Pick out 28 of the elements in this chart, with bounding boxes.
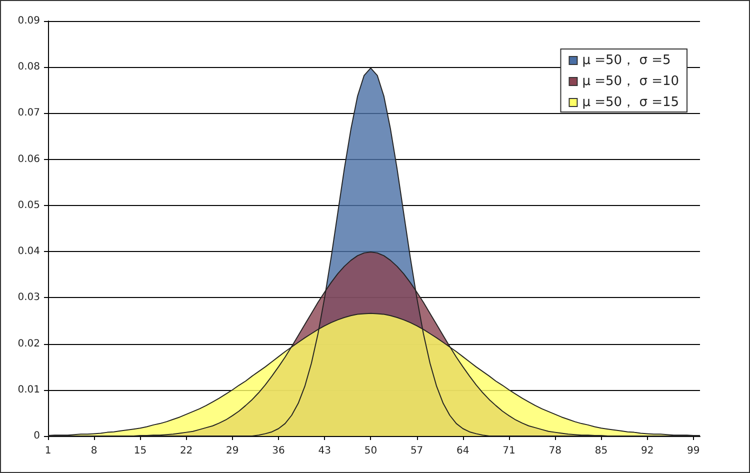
x-tick-label: 15: [134, 446, 147, 456]
x-tick-label: 57: [410, 446, 424, 456]
y-tick-label: 0.03: [18, 292, 40, 304]
x-tick-label: 8: [90, 446, 98, 456]
x-tick-label: 43: [318, 446, 331, 456]
x-tick-label: 71: [502, 446, 516, 456]
y-tick-label: 0.06: [18, 154, 40, 165]
x-tick-label: 85: [594, 446, 608, 456]
x-tick-label: 92: [640, 446, 654, 456]
x-tick-label: 29: [226, 446, 239, 456]
x-tick-label: 1: [44, 446, 52, 456]
y-tick-label: 0.01: [18, 384, 40, 396]
y-tick-label: 0.04: [18, 246, 40, 258]
x-tick-label: 36: [272, 446, 285, 456]
x-tick-label: 99: [687, 446, 700, 456]
x-tick-label: 50: [364, 446, 378, 456]
y-tick-label: 0.02: [18, 338, 40, 350]
y-tick-label: 0.07: [18, 108, 40, 119]
legend-label: μ =50， σ =15: [582, 95, 680, 110]
legend-label: μ =50， σ =10: [582, 74, 680, 89]
x-tick-label: 64: [456, 446, 470, 456]
y-tick-label: 0: [34, 430, 40, 442]
y-tick-label: 0.05: [18, 200, 40, 211]
x-tick-label: 78: [548, 446, 562, 456]
y-tick-label: 0.09: [18, 16, 40, 26]
x-tick-label: 22: [180, 446, 193, 456]
legend-label: μ =50， σ =5: [582, 53, 671, 68]
y-tick-label: 0.08: [18, 62, 40, 73]
